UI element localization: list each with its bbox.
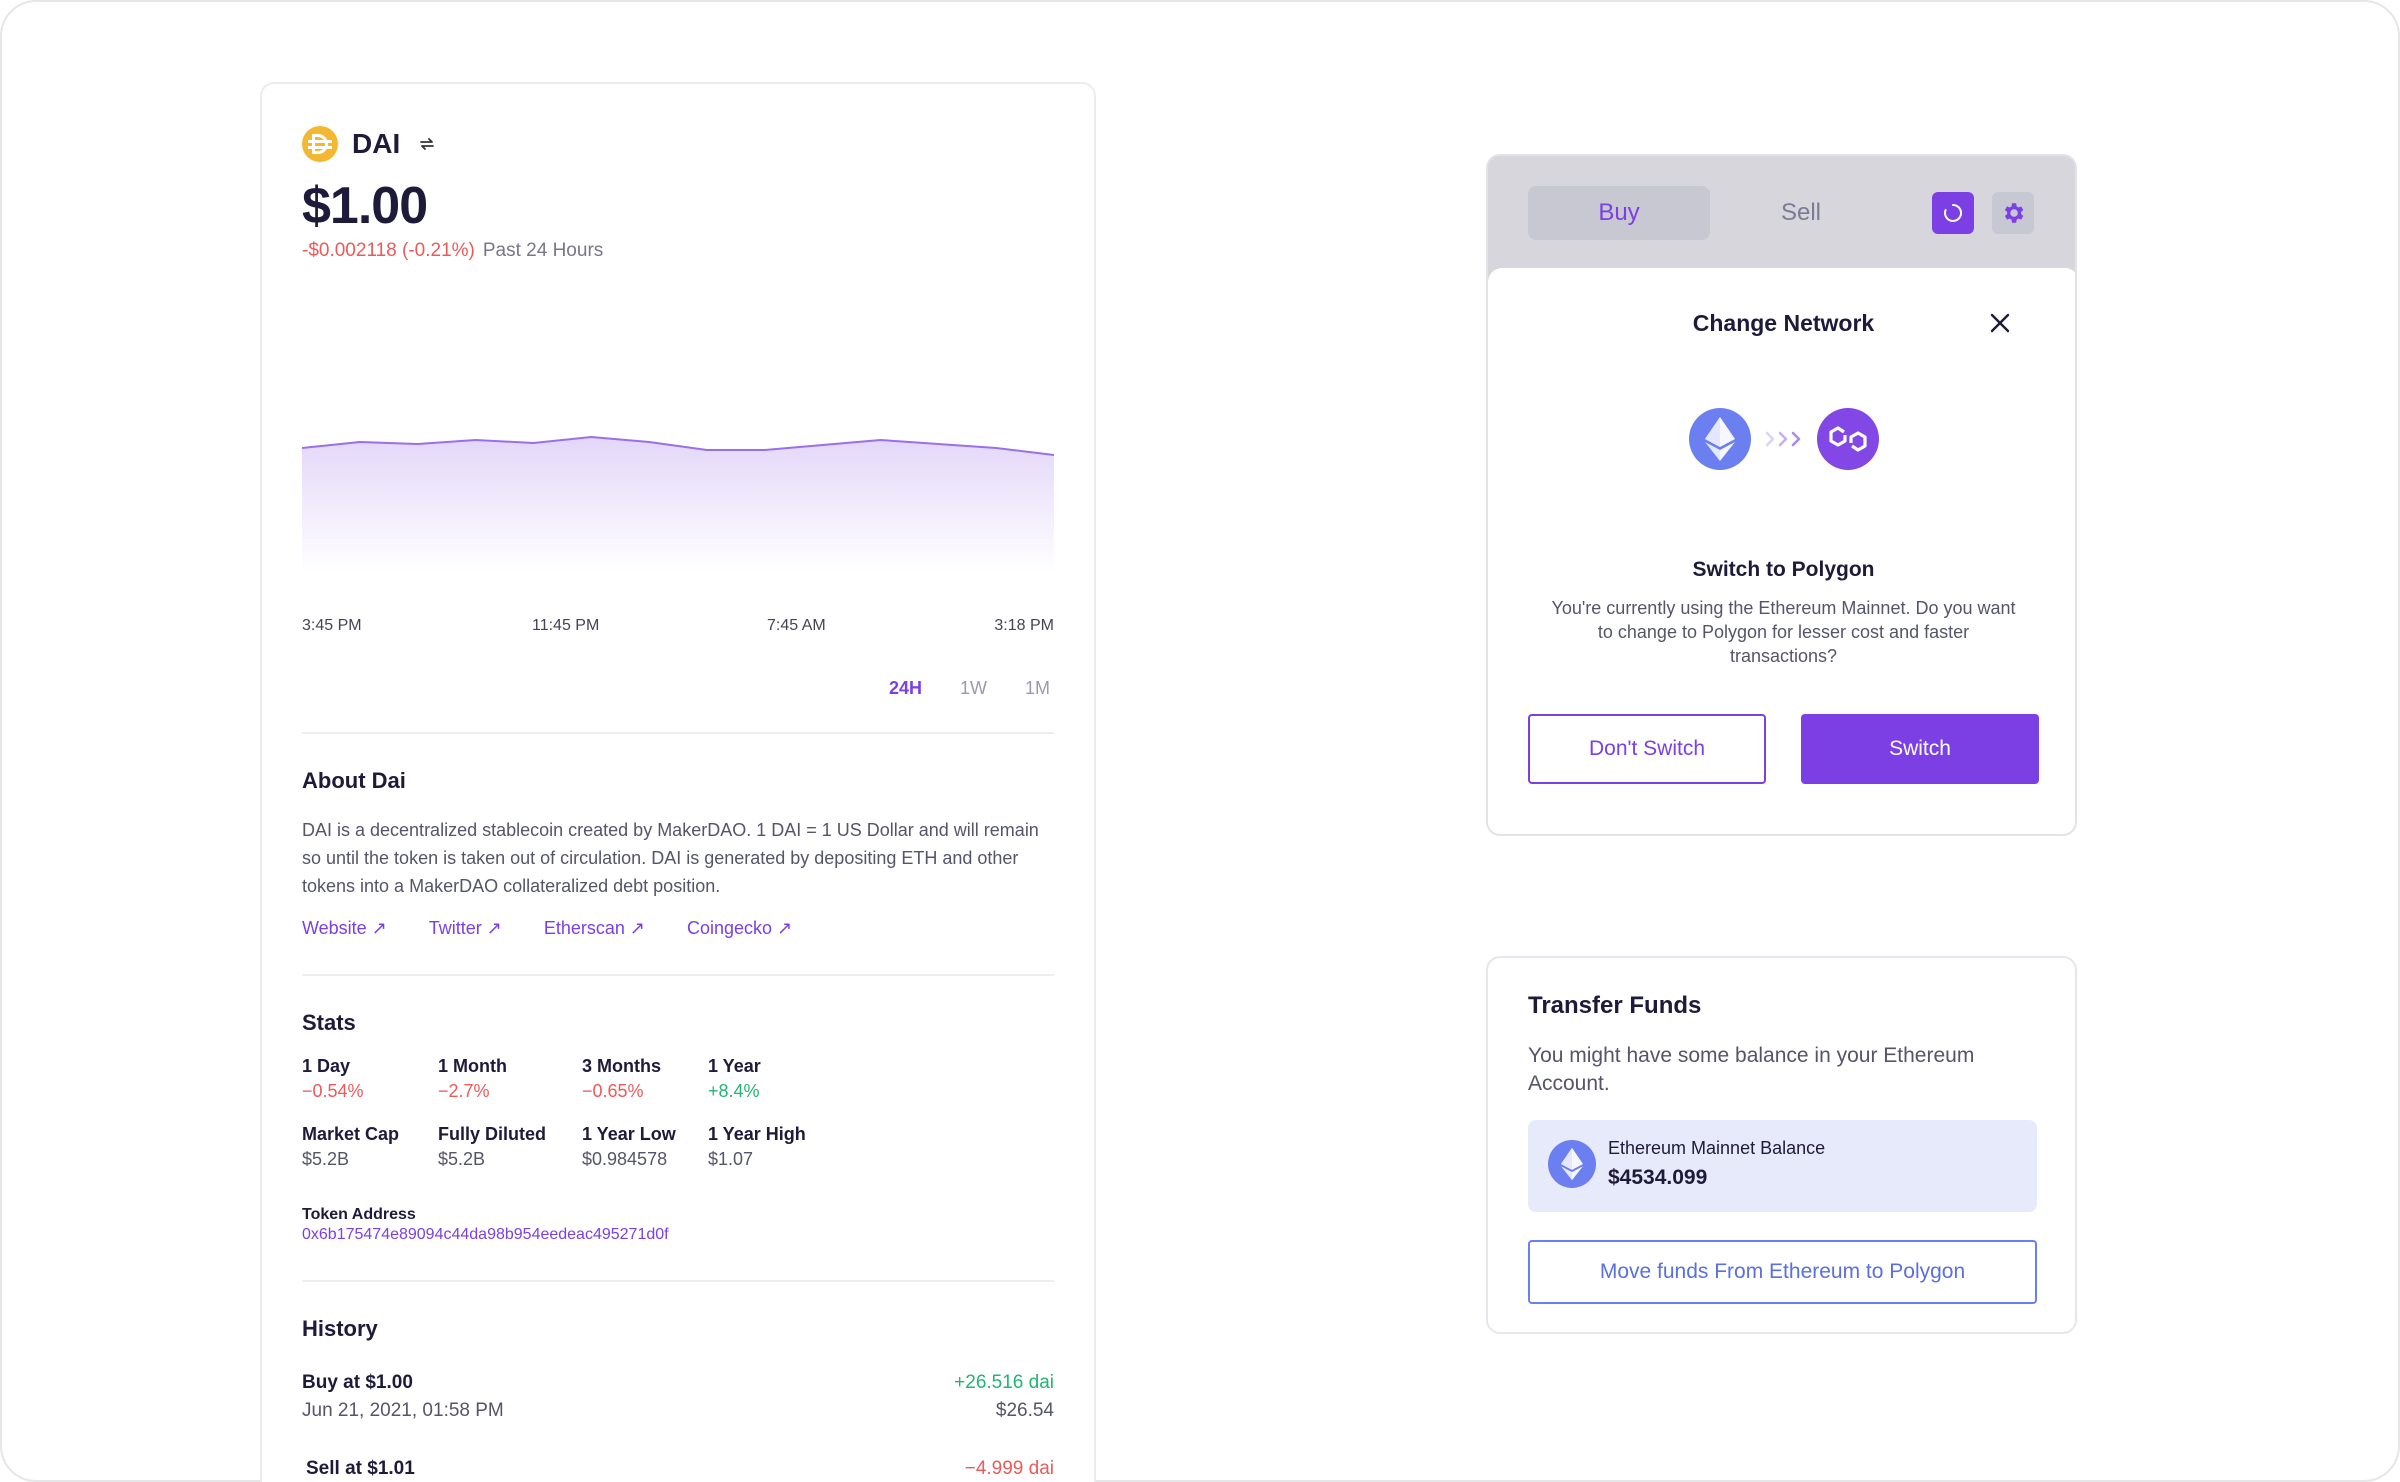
chart-x-axis: 3:45 PM 11:45 PM 7:45 AM 3:18 PM xyxy=(302,617,1054,641)
token-details-panel: DAI $1.00 -$0.002118 (-0.21%) Past 24 Hou… xyxy=(260,82,1096,1482)
etherscan-link[interactable]: Etherscan ↗ xyxy=(543,918,646,938)
stat-value: −0.54% xyxy=(302,1081,364,1101)
stat-label: Fully Diluted xyxy=(438,1124,546,1144)
stat-value: $0.984578 xyxy=(582,1149,668,1169)
time-range-selector: 24H 1W 1M xyxy=(885,674,1054,703)
swap-arrows-icon[interactable] xyxy=(414,131,440,157)
polygon-icon xyxy=(1816,408,1879,470)
stat-value: −2.7% xyxy=(438,1081,490,1101)
about-text: DAI is a decentralized stablecoin create… xyxy=(302,820,1039,896)
x-tick-label: 3:18 PM xyxy=(994,617,1054,634)
external-links: Website ↗ Twitter ↗ Etherscan ↗ Coingeck… xyxy=(302,918,792,939)
price-change-value: -$0.002118 (-0.21%) xyxy=(302,240,475,261)
token-price: $1.00 xyxy=(302,177,428,235)
stat-value: $1.07 xyxy=(708,1149,754,1169)
stats-title: Stats xyxy=(302,1010,356,1035)
token-address-label: Token Address xyxy=(302,1206,416,1223)
transfer-title: Transfer Funds xyxy=(1528,992,1702,1019)
history-row[interactable]: Buy at $1.00 Jun 21, 2021, 01:58 PM +26.… xyxy=(302,1372,1054,1422)
range-1w[interactable]: 1W xyxy=(959,678,987,698)
stat-label: 1 Year Low xyxy=(582,1124,676,1144)
stat-1-year-low: 1 Year Low $0.984578 xyxy=(582,1124,732,1170)
coingecko-link[interactable]: Coingecko ↗ xyxy=(687,918,793,938)
token-header: DAI xyxy=(302,126,440,162)
ethereum-balance-box: Ethereum Mainnet Balance $4534.099 xyxy=(1528,1120,2037,1212)
switch-button[interactable]: Switch xyxy=(1801,714,2039,784)
dai-logo-icon xyxy=(302,126,338,162)
chart-series-line xyxy=(302,435,1054,456)
network-switch-illustration xyxy=(1488,408,2075,470)
stat-label: 3 Months xyxy=(582,1056,661,1076)
move-funds-button[interactable]: Move funds From Ethereum to Polygon xyxy=(1528,1240,2037,1304)
x-tick-label: 3:45 PM xyxy=(302,617,362,634)
price-chart xyxy=(302,435,1054,574)
stat-value: $5.2B xyxy=(438,1149,486,1169)
chart-area-fill xyxy=(302,437,1054,574)
stat-label: Market Cap xyxy=(302,1124,400,1144)
stat-value: −0.65% xyxy=(582,1081,644,1101)
history-title: History xyxy=(302,1316,378,1341)
stat-1-month: 1 Month −2.7% xyxy=(438,1056,588,1102)
x-tick-label: 7:45 AM xyxy=(767,617,826,634)
ethereum-icon xyxy=(1688,408,1751,470)
dont-switch-button[interactable]: Don't Switch xyxy=(1528,714,1766,784)
divider xyxy=(302,974,1054,976)
tab-buy[interactable]: Buy xyxy=(1528,186,1710,240)
token-address-value[interactable]: 0x6b175474e89094c44da98b954eedeac495271d… xyxy=(302,1226,669,1243)
chevrons-right-icon xyxy=(1763,429,1805,449)
stat-label: 1 Month xyxy=(438,1056,507,1076)
history-amount: −4.999 dai xyxy=(964,1458,1054,1479)
modal-title: Change Network xyxy=(1692,310,1875,336)
range-24h[interactable]: 24H xyxy=(888,678,922,698)
stat-value: +8.4% xyxy=(708,1081,760,1101)
settings-button[interactable] xyxy=(1992,192,2034,234)
stat-label: 1 Year xyxy=(708,1056,761,1076)
gear-icon xyxy=(2004,203,2024,223)
change-network-modal: Change Network xyxy=(1488,268,2075,834)
range-1m[interactable]: 1M xyxy=(1024,678,1050,698)
about-title: About Dai xyxy=(302,768,406,793)
history-action: Sell at $1.01 xyxy=(306,1458,415,1479)
refresh-button[interactable] xyxy=(1932,192,1974,234)
price-change: -$0.002118 (-0.21%) Past 24 Hours xyxy=(302,240,603,262)
token-symbol: DAI xyxy=(352,128,401,159)
history-usd: $26.54 xyxy=(995,1400,1054,1421)
twitter-link[interactable]: Twitter ↗ xyxy=(428,918,502,938)
history-date: Jun 21, 2021, 01:58 PM xyxy=(302,1400,504,1421)
divider xyxy=(302,1280,1054,1282)
stat-3-months: 3 Months −0.65% xyxy=(582,1056,732,1102)
stat-1-year: 1 Year +8.4% xyxy=(708,1056,858,1102)
stat-fully-diluted: Fully Diluted $5.2B xyxy=(438,1124,588,1170)
transfer-funds-card: Transfer Funds You might have some balan… xyxy=(1486,956,2077,1334)
switch-title: Switch to Polygon xyxy=(1692,558,1875,581)
loading-spinner-icon xyxy=(1944,204,1962,222)
transfer-description: You might have some balance in your Ethe… xyxy=(1528,1044,1975,1095)
stat-1-day: 1 Day −0.54% xyxy=(302,1056,452,1102)
swap-widget: Buy Sell Change Network xyxy=(1486,154,2077,836)
swap-tabs: Buy Sell xyxy=(1528,186,1892,240)
balance-label: Ethereum Mainnet Balance xyxy=(1608,1138,1826,1158)
website-link[interactable]: Website ↗ xyxy=(302,918,387,938)
price-change-period: Past 24 Hours xyxy=(482,240,604,261)
token-address: Token Address 0x6b175474e89094c44da98b95… xyxy=(302,1206,669,1244)
history-action: Buy at $1.00 xyxy=(302,1372,413,1393)
stat-1-year-high: 1 Year High $1.07 xyxy=(708,1124,858,1170)
stat-market-cap: Market Cap $5.2B xyxy=(302,1124,452,1170)
x-tick-label: 11:45 PM xyxy=(532,617,600,634)
switch-description: You're currently using the Ethereum Main… xyxy=(1551,598,2016,666)
tab-sell[interactable]: Sell xyxy=(1780,199,1822,226)
stat-label: 1 Year High xyxy=(708,1124,806,1144)
close-icon[interactable] xyxy=(1987,310,2013,336)
balance-value: $4534.099 xyxy=(1608,1166,1708,1189)
modal-actions: Don't Switch Switch xyxy=(1528,714,2039,784)
stat-label: 1 Day xyxy=(302,1056,351,1076)
history-amount: +26.516 dai xyxy=(954,1372,1054,1393)
divider xyxy=(302,732,1054,734)
ethereum-icon xyxy=(1548,1140,1596,1188)
stat-value: $5.2B xyxy=(302,1149,350,1169)
history-row[interactable]: Sell at $1.01 −4.999 dai xyxy=(302,1458,1054,1480)
